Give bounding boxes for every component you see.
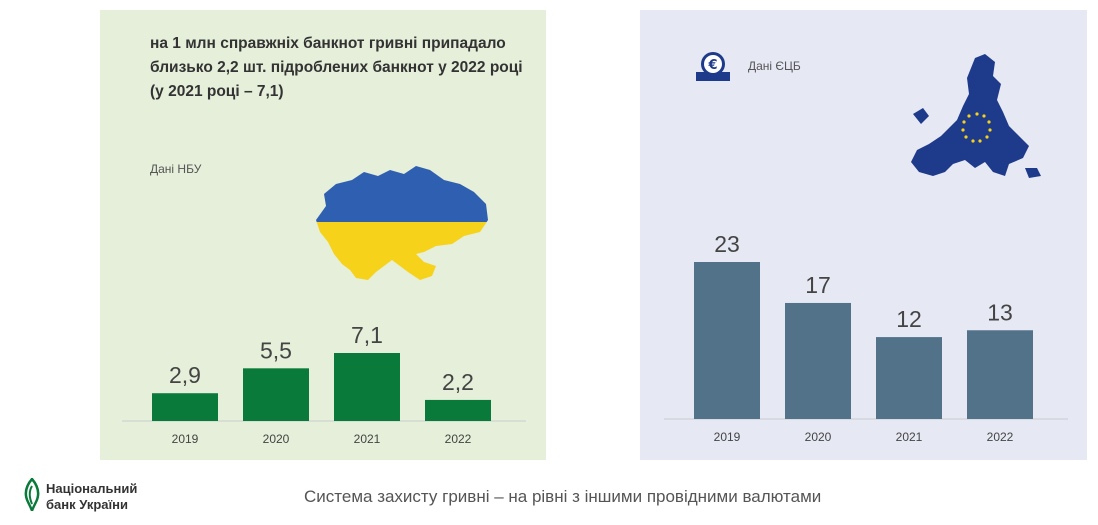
svg-text:€: € — [707, 58, 717, 73]
bar-2021 — [876, 337, 942, 419]
bar-2020 — [785, 302, 851, 419]
data-label-2022: 13 — [987, 299, 1013, 325]
bar-2022 — [425, 399, 491, 421]
nbu-panel: на 1 млн справжніх банкнот гривні припад… — [100, 10, 546, 460]
x-tick-label-2021: 2021 — [896, 430, 923, 444]
eu-flag-map-icon — [911, 54, 1041, 178]
x-tick-label-2020: 2020 — [263, 432, 290, 446]
ecb-counterfeit-bar-chart: 23 2019 17 2020 12 2021 13 2022 — [664, 231, 1068, 444]
ecb-euro-logo-icon: € — [696, 52, 730, 81]
ecb-panel: € Дані ЄЦБ 23 2019 17 2020 12 2021 13 2022 — [640, 10, 1087, 460]
ecb-source-label: Дані ЄЦБ — [748, 59, 801, 73]
x-tick-label-2021: 2021 — [354, 432, 381, 446]
nbu-source-label: Дані НБУ — [150, 162, 202, 176]
x-tick-label-2022: 2022 — [445, 432, 472, 446]
x-tick-label-2019: 2019 — [172, 432, 199, 446]
x-tick-label-2020: 2020 — [805, 430, 832, 444]
nbu-logo-icon — [24, 478, 40, 512]
x-tick-label-2019: 2019 — [714, 430, 741, 444]
x-tick-label-2022: 2022 — [987, 430, 1014, 444]
data-label-2019: 2,9 — [169, 362, 201, 388]
ukraine-flag-map-icon — [316, 166, 488, 280]
org-name-line2: банк України — [46, 497, 128, 512]
data-label-2020: 5,5 — [260, 337, 292, 363]
data-label-2021: 7,1 — [351, 322, 383, 348]
bar-2019 — [694, 262, 760, 419]
footer-tagline: Система захисту гривні – на рівні з інши… — [304, 487, 822, 506]
data-label-2019: 23 — [714, 231, 740, 257]
nbu-org-name: Національний банк України — [46, 481, 137, 513]
headline-text: на 1 млн справжніх банкнот гривні припад… — [150, 35, 523, 100]
bar-2022 — [967, 330, 1033, 419]
bar-2019 — [152, 393, 218, 421]
org-name-line1: Національний — [46, 481, 138, 496]
data-label-2020: 17 — [805, 272, 831, 298]
bar-2021 — [334, 353, 400, 421]
bar-2020 — [243, 368, 309, 421]
data-label-2022: 2,2 — [442, 369, 474, 395]
nbu-counterfeit-bar-chart: 2,9 2019 5,5 2020 7,1 2021 2,2 2022 — [122, 322, 526, 446]
data-label-2021: 12 — [896, 306, 922, 332]
